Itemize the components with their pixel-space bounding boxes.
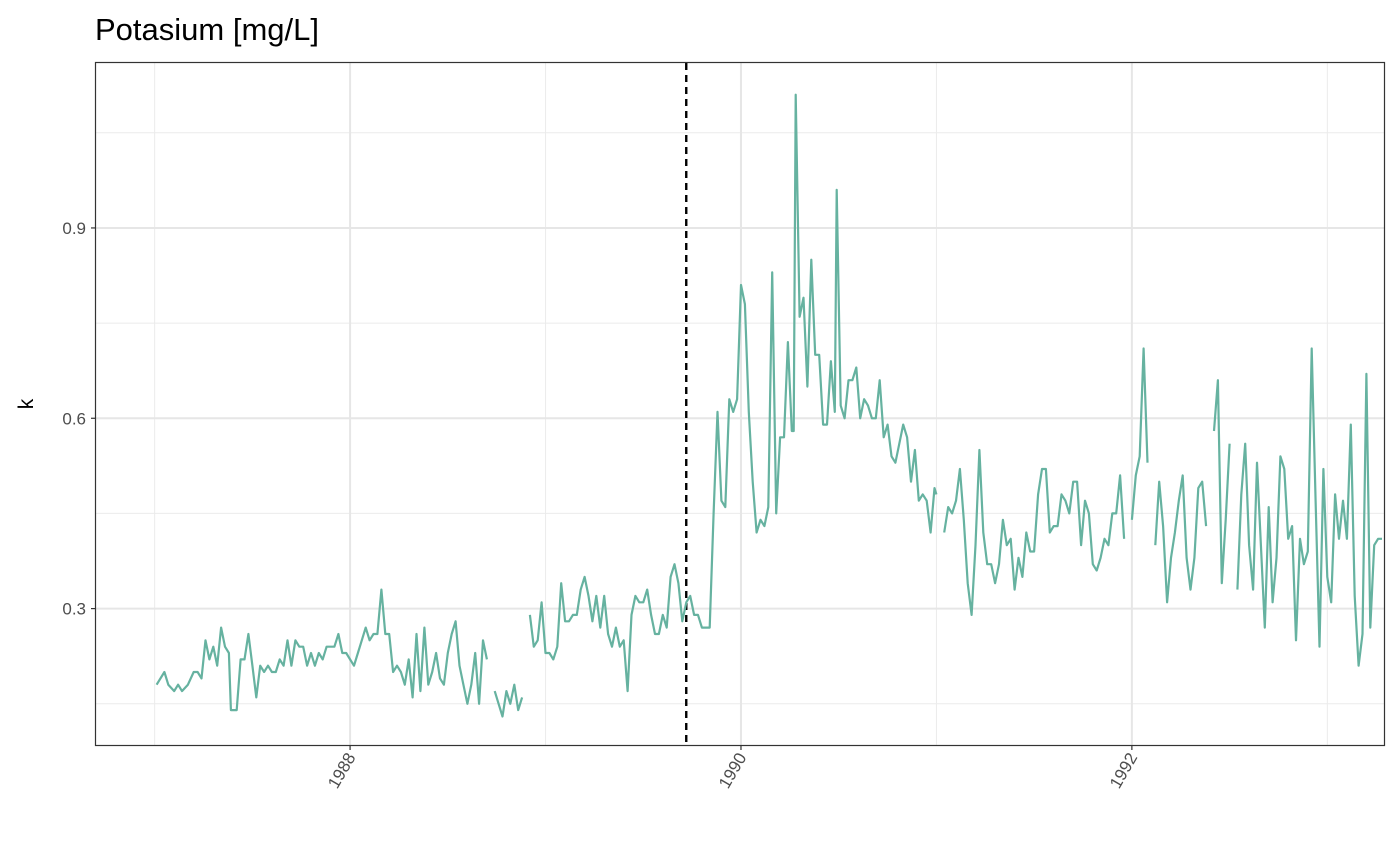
series-line-segment xyxy=(528,93,938,693)
grid-lines xyxy=(96,63,1384,745)
y-tick-label: 0.6 xyxy=(62,409,86,428)
series-line-segment xyxy=(155,588,488,712)
y-axis-label: k xyxy=(15,398,38,409)
plot-panel-border xyxy=(94,61,1386,747)
series-line-segment xyxy=(1154,474,1208,604)
series-line-segment xyxy=(1130,347,1149,520)
series-group xyxy=(155,93,1382,718)
x-tick-label: 1992 xyxy=(1106,750,1141,792)
series-line-segment xyxy=(493,683,524,718)
series-line-segment xyxy=(1236,347,1382,667)
series-line-segment xyxy=(1212,379,1231,585)
x-tick-label: 1988 xyxy=(324,750,359,792)
y-tick-label: 0.3 xyxy=(62,600,86,619)
x-axis: 1988 1990 1992 xyxy=(324,745,1141,792)
y-tick-label: 0.9 xyxy=(62,219,86,238)
x-tick-label: 1990 xyxy=(715,750,750,792)
y-axis: 0.3 0.6 0.9 xyxy=(62,219,96,619)
series-line-segment xyxy=(943,448,1126,617)
chart-title: Potasium [mg/L] xyxy=(95,12,319,47)
